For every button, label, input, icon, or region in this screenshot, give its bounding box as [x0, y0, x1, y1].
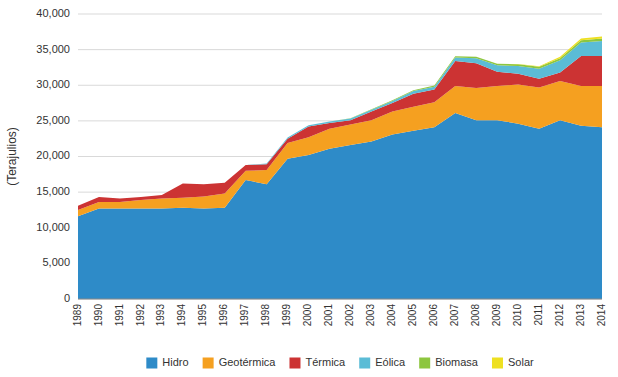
y-tick-label: 0: [64, 292, 70, 304]
y-tick-label: 10,000: [36, 221, 70, 233]
legend-label: Eólica: [375, 356, 406, 368]
y-tick-label: 30,000: [36, 78, 70, 90]
y-tick-label: 5,000: [42, 256, 70, 268]
legend-label: Solar: [508, 356, 534, 368]
chart-svg: 0 5,000 10,000 15,000 20,000 25,000 30,000 35,0…: [0, 0, 618, 377]
x-tick-label: 2011: [533, 304, 544, 326]
x-tick-label: 2009: [491, 304, 502, 327]
x-tick-label: 1994: [176, 304, 187, 327]
grid-line: [78, 14, 602, 15]
x-tick-label: 2003: [365, 304, 376, 327]
chart-container: 0 5,000 10,000 15,000 20,000 25,000 30,000 35,0…: [0, 0, 618, 377]
legend-swatch: [419, 358, 430, 369]
y-tick-label: 25,000: [36, 114, 70, 126]
legend-item: Solar: [492, 356, 534, 369]
x-tick-label: 2006: [428, 304, 439, 327]
x-tick-label: 2001: [323, 304, 334, 327]
x-tick-label: 1989: [72, 304, 83, 327]
x-tick-label: 2014: [596, 304, 607, 327]
legend-item: Eólica: [359, 356, 406, 369]
grid-line: [78, 49, 602, 50]
legend-label: Geotérmica: [219, 356, 277, 368]
y-axis-label: (Terajulios): [5, 127, 19, 186]
grid-line: [78, 299, 602, 300]
grid: [78, 14, 602, 299]
y-tick-label: 15,000: [36, 185, 70, 197]
y-axis: 0 5,000 10,000 15,000 20,000 25,000 30,000 35,0…: [36, 7, 70, 304]
y-tick-label: 35,000: [36, 43, 70, 55]
y-tick-label: 40,000: [36, 7, 70, 19]
x-tick-label: 1999: [281, 304, 292, 327]
legend-label: Térmica: [305, 356, 346, 368]
legend-item: Térmica: [289, 356, 346, 369]
x-tick-label: 1995: [197, 304, 208, 327]
area-series: [78, 36, 602, 205]
x-tick-label: 1990: [93, 304, 104, 327]
legend-item: Hidro: [146, 356, 188, 369]
x-tick-label: 2010: [512, 304, 523, 327]
x-tick-label: 2000: [302, 304, 313, 327]
area-series: [78, 56, 602, 210]
areas: [78, 36, 602, 299]
x-tick-label: 2008: [470, 304, 481, 327]
x-tick-label: 2004: [386, 304, 397, 327]
legend-swatch: [146, 358, 157, 369]
legend-swatch: [492, 358, 503, 369]
legend: Hidro Geotérmica Térmica Eólica Biomasa Solar: [146, 356, 534, 369]
x-tick-label: 2012: [554, 304, 565, 327]
x-tick-label: 1998: [260, 304, 271, 327]
legend-swatch: [203, 358, 214, 369]
legend-label: Biomasa: [435, 356, 479, 368]
x-tick-label: 1992: [135, 304, 146, 327]
legend-swatch: [289, 358, 300, 369]
x-axis: 1989 1990 1991 1992 1993 1994 1995 1996 1997 1998…: [72, 299, 607, 326]
x-tick-label: 1993: [155, 304, 166, 327]
y-tick-label: 20,000: [36, 149, 70, 161]
x-tick-label: 1996: [218, 304, 229, 327]
legend-swatch: [359, 358, 370, 369]
x-tick-label: 1991: [114, 304, 125, 327]
x-axis-line: [78, 299, 602, 300]
x-tick-label: 2007: [449, 304, 460, 327]
legend-item: Geotérmica: [203, 356, 277, 369]
legend-label: Hidro: [162, 356, 188, 368]
legend-item: Biomasa: [419, 356, 479, 369]
x-tick-label: 1997: [239, 304, 250, 327]
x-tick-label: 2002: [344, 304, 355, 327]
x-tick-label: 2005: [407, 304, 418, 327]
area-series: [78, 39, 602, 206]
x-tick-label: 2013: [575, 304, 586, 327]
